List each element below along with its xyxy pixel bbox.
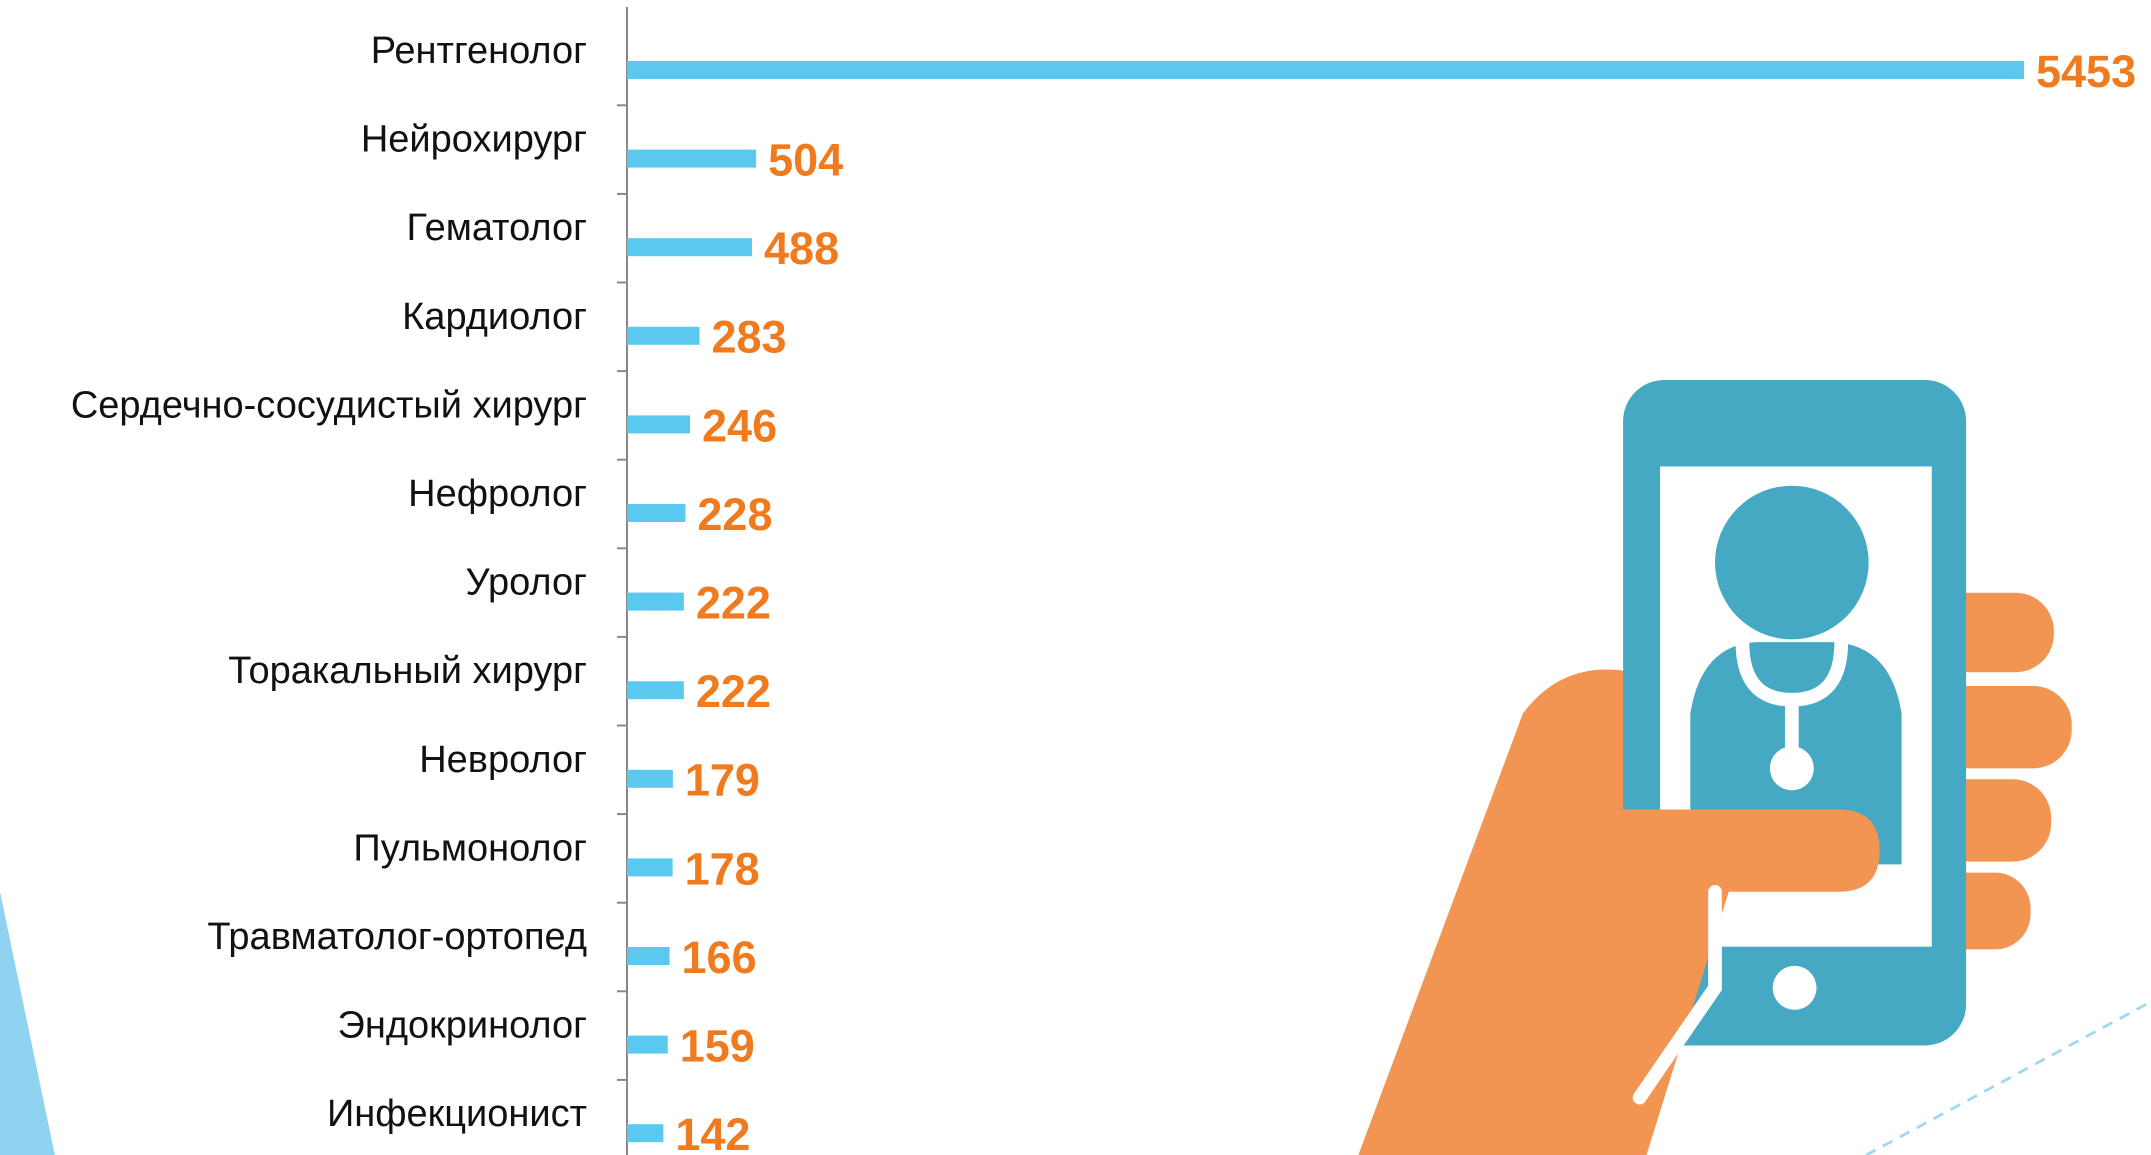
value-label: 222 xyxy=(696,666,771,717)
category-label: Сердечно-сосудистый хирург xyxy=(71,384,587,426)
decor-triangle xyxy=(0,892,55,1155)
value-label: 246 xyxy=(702,400,777,451)
bar xyxy=(627,504,685,522)
illustration xyxy=(0,380,2151,1155)
bar xyxy=(627,415,690,433)
value-label: 178 xyxy=(685,843,760,894)
value-label: 166 xyxy=(682,932,757,983)
category-label: Нейрохирург xyxy=(361,119,587,161)
bar xyxy=(627,593,684,611)
value-label: 488 xyxy=(764,223,839,274)
value-label: 179 xyxy=(685,755,760,806)
category-label: Рентгенолог xyxy=(371,30,587,72)
value-label: 5453 xyxy=(2036,46,2136,97)
category-label: Торакальный хирург xyxy=(228,650,587,692)
category-label: Травматолог-ортопед xyxy=(207,916,587,958)
category-label: Кардиолог xyxy=(402,296,587,338)
value-label: 142 xyxy=(675,1109,750,1155)
home-button xyxy=(1773,966,1817,1010)
bar xyxy=(627,1036,668,1054)
category-label: Уролог xyxy=(466,562,587,604)
category-label: Невролог xyxy=(419,739,587,781)
category-label: Нефролог xyxy=(408,473,587,515)
doctor-head xyxy=(1715,486,1869,640)
bar xyxy=(627,1124,663,1142)
value-label: 283 xyxy=(712,312,787,363)
bar xyxy=(627,327,700,345)
chart: Рентгенолог 5453 Нейрохирург 504 Гематолог 48… xyxy=(0,0,2151,1155)
value-label: 228 xyxy=(697,489,772,540)
value-label: 504 xyxy=(768,134,843,185)
category-label: Пульмонолог xyxy=(353,827,587,869)
bar xyxy=(627,947,670,965)
bar xyxy=(627,858,673,876)
bar xyxy=(627,61,2024,79)
value-label: 159 xyxy=(680,1020,755,1071)
stethoscope-head xyxy=(1770,746,1814,790)
value-label: 222 xyxy=(696,577,771,628)
category-label: Гематолог xyxy=(407,207,587,249)
bar xyxy=(627,770,673,788)
category-label: Эндокринолог xyxy=(338,1005,587,1047)
bar xyxy=(627,150,756,168)
bar xyxy=(627,681,684,699)
page: {"chart_data": {"type": "bar", "orientat… xyxy=(0,0,2151,1155)
category-label: Инфекционист xyxy=(327,1093,587,1135)
bar xyxy=(627,238,752,256)
